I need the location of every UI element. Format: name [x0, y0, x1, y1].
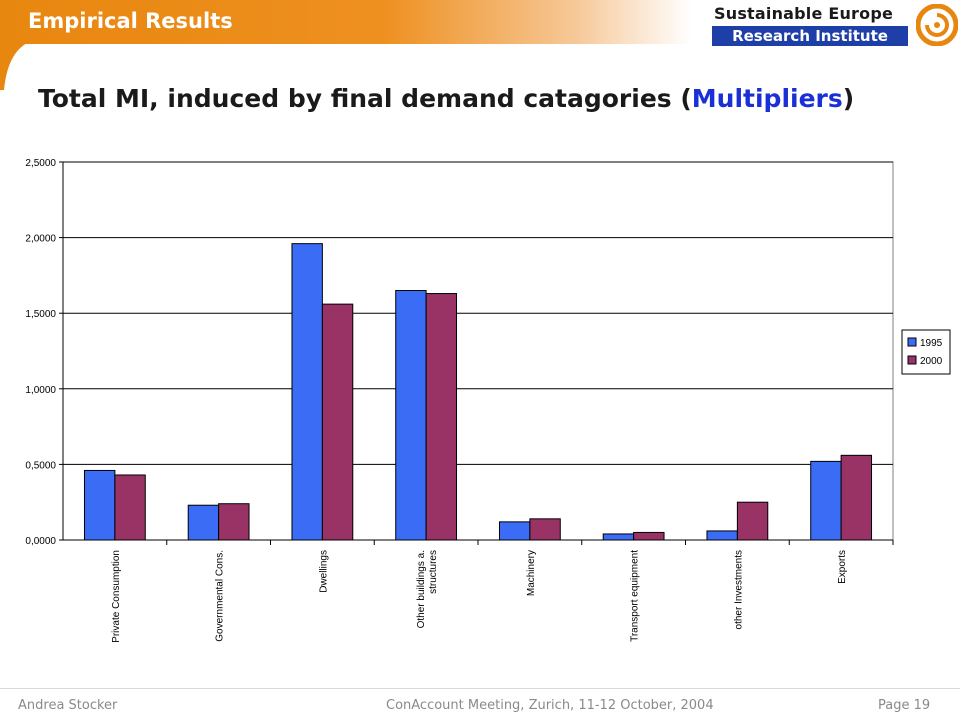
slide-title-prefix: Total MI, induced by final demand catago… — [38, 84, 692, 113]
bar-2000-4 — [529, 518, 561, 541]
x-category-label-line: Other buildings a. — [416, 550, 427, 628]
bar-chart: 0,0000 0,5000 1,0000 1,5000 2,0000 2,5000 Priv… — [25, 158, 951, 643]
footer-page-number: Page 19 — [878, 698, 931, 713]
x-category-label-line: Machinery — [526, 550, 537, 596]
x-category-label-line: Dwellings — [318, 550, 329, 593]
bar-1995-4 — [498, 521, 531, 541]
legend-swatch-1995 — [907, 337, 917, 347]
bar-1995-2 — [291, 243, 323, 541]
slide-title-highlight: Multipliers — [691, 84, 843, 113]
x-category-label: Dwellings — [318, 550, 329, 593]
bar-2000-3 — [425, 293, 458, 541]
x-category-label-line: Exports — [837, 550, 848, 584]
x-category-label: Transport equipment — [630, 550, 641, 642]
bar-1995-1 — [187, 504, 220, 541]
slide-title-suffix: ) — [842, 84, 855, 113]
legend: 1995 2000 — [901, 329, 951, 375]
bar-2000-0 — [114, 474, 146, 541]
legend-label-1995: 1995 — [920, 338, 943, 349]
bar-2000-6 — [736, 501, 769, 541]
logo-text-line2: Research Institute — [712, 26, 908, 46]
x-category-label-line: structures — [428, 550, 439, 594]
bar-1995-5 — [602, 533, 635, 541]
x-category-label-line: Governmental Cons. — [215, 550, 226, 642]
bar-1995-7 — [810, 460, 842, 541]
y-tick-label: 2,0000 — [25, 234, 56, 245]
bar-2000-7 — [840, 454, 873, 541]
header-curve-decoration — [0, 40, 34, 90]
bar-layer — [83, 243, 873, 541]
bar-1995-6 — [706, 530, 738, 541]
bar-2000-2 — [321, 303, 354, 541]
swirl-logo-icon — [916, 4, 958, 46]
x-category-label-line: other Investments — [733, 550, 744, 629]
x-category-label: Machinery — [526, 550, 537, 596]
bar-1995-0 — [83, 469, 116, 541]
logo-text-line1: Sustainable Europe — [714, 4, 894, 23]
footer-divider — [0, 688, 960, 689]
legend-swatch-2000 — [907, 355, 917, 365]
x-category-label: Exports — [837, 550, 848, 584]
slide-title: Total MI, induced by final demand catago… — [38, 84, 854, 113]
axis-layer — [59, 161, 894, 545]
y-tick-label: 0,5000 — [25, 460, 56, 471]
footer-event: ConAccount Meeting, Zurich, 11-12 Octobe… — [386, 698, 714, 713]
footer-author: Andrea Stocker — [18, 698, 118, 713]
x-category-label: Other buildings a. structures — [416, 550, 439, 628]
x-category-label: other Investments — [733, 550, 744, 629]
x-category-label: Private Consumption — [111, 550, 122, 643]
bar-2000-1 — [218, 503, 250, 541]
legend-label-2000: 2000 — [920, 356, 943, 367]
x-category-label: Governmental Cons. — [215, 550, 226, 642]
y-tick-label: 2,5000 — [25, 158, 56, 169]
y-tick-label: 1,0000 — [25, 385, 56, 396]
label-layer: 0,0000 0,5000 1,0000 1,5000 2,0000 2,5000 Priv… — [25, 158, 848, 643]
x-category-label-line: Transport equipment — [630, 550, 641, 642]
y-tick-label: 1,5000 — [25, 309, 56, 320]
bar-2000-5 — [633, 531, 665, 541]
seri-logo: Sustainable Europe Research Institute — [710, 2, 960, 48]
bar-1995-3 — [395, 290, 427, 541]
y-tick-label: 0,0000 — [25, 536, 56, 547]
plot-area — [62, 161, 894, 541]
section-title: Empirical Results — [28, 9, 233, 33]
x-category-label-line: Private Consumption — [111, 550, 122, 643]
legend-box — [901, 329, 951, 375]
grid-layer — [62, 161, 894, 541]
